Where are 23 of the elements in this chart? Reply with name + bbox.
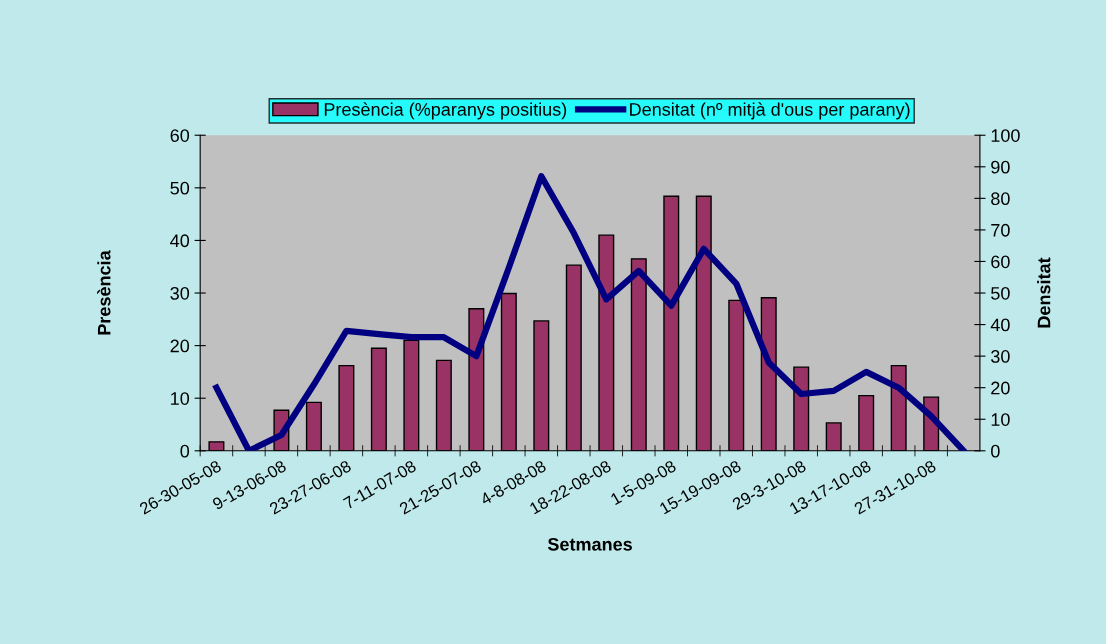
y-tick-label: 0	[180, 444, 190, 458]
y-tick-label: 20	[170, 339, 190, 353]
y2-tick-label: 100	[991, 129, 1020, 142]
legend-label: Densitat (nº mitjà d'ous per parany)	[630, 102, 910, 120]
y2-tick-label: 70	[991, 223, 1010, 237]
y-tick-label: 40	[170, 234, 190, 248]
y2-axis-title: Densitat	[1037, 257, 1051, 328]
y2-tick-label: 0	[991, 444, 1000, 458]
x-axis-title: Setmanes	[547, 537, 632, 551]
y2-tick-label: 40	[990, 318, 1010, 332]
y2-tick-label: 10	[991, 413, 1010, 426]
y2-tick-label: 80	[991, 192, 1010, 206]
y2-tick-label: 30	[991, 350, 1010, 363]
y-tick-label: 60	[170, 129, 190, 142]
y-tick-label: 50	[170, 181, 190, 195]
y-axis-title: Presència	[97, 250, 111, 335]
y2-tick-label: 90	[991, 160, 1010, 174]
y-tick-label: 30	[170, 286, 190, 300]
y2-tick-label: 20	[991, 381, 1010, 395]
y2-tick-label: 50	[991, 286, 1010, 300]
legend-label: Presència (%paranys positius)	[324, 102, 567, 120]
y2-tick-label: 60	[991, 255, 1010, 269]
y-tick-label: 10	[171, 392, 190, 405]
